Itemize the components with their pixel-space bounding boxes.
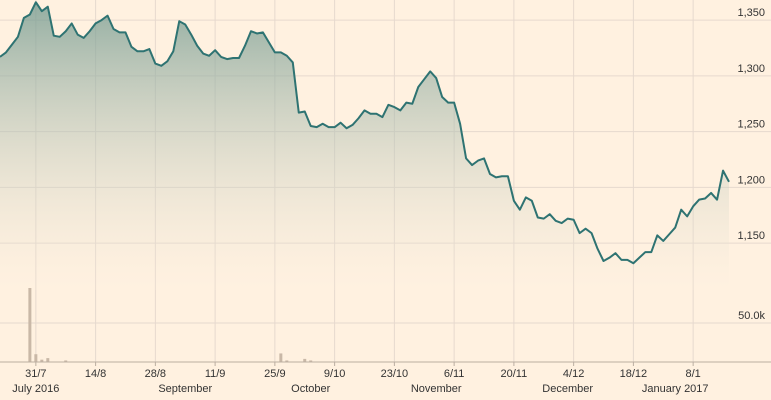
month-label: July 2016	[12, 383, 59, 395]
x-axis: 31/7 14/8 28/8 11/9 25/9 9/10 23/10 6/11 20/11 4/…	[0, 361, 771, 395]
month-label: December	[542, 383, 593, 395]
volume-bar	[303, 358, 307, 362]
y-tick-label: 1,250	[737, 119, 765, 131]
price-area	[0, 2, 729, 290]
volume-bar	[28, 288, 32, 362]
y-axis: 1,150 1,200 1,250 1,300 1,350 50.0k	[737, 7, 765, 322]
x-tick-label: 11/9	[205, 368, 226, 380]
y-tick-label: 1,350	[737, 7, 765, 19]
volume-bar	[34, 354, 38, 362]
x-tick-label: 31/7	[25, 368, 46, 380]
month-label: October	[291, 383, 330, 395]
y-tick-label: 1,300	[737, 63, 765, 75]
month-label: November	[411, 383, 462, 395]
price-line	[0, 1, 730, 265]
x-tick-label: 20/11	[501, 368, 528, 380]
month-label: September	[158, 383, 212, 395]
x-tick-label: 14/8	[85, 368, 106, 380]
month-label: January 2017	[642, 383, 709, 395]
x-tick-label: 23/10	[381, 368, 409, 380]
x-tick-label: 18/12	[620, 368, 648, 380]
x-tick-label: 9/10	[324, 368, 345, 380]
y-tick-label: 1,200	[737, 174, 765, 186]
volume-bar	[279, 353, 283, 362]
volume-bar	[309, 360, 313, 362]
volume-bar	[64, 360, 68, 362]
x-tick-label: 25/9	[264, 368, 285, 380]
x-tick-label: 4/12	[563, 368, 584, 380]
volume-bar	[46, 358, 50, 362]
volume-tick-label: 50.0k	[738, 310, 765, 322]
volume-bar	[285, 360, 289, 362]
volume-bar	[40, 359, 44, 362]
x-tick-label: 6/11	[444, 368, 465, 380]
x-tick-label: 28/8	[145, 368, 166, 380]
x-tick-label: 8/1	[685, 368, 700, 380]
volume-bars	[28, 288, 313, 362]
y-tick-label: 1,150	[737, 230, 765, 242]
